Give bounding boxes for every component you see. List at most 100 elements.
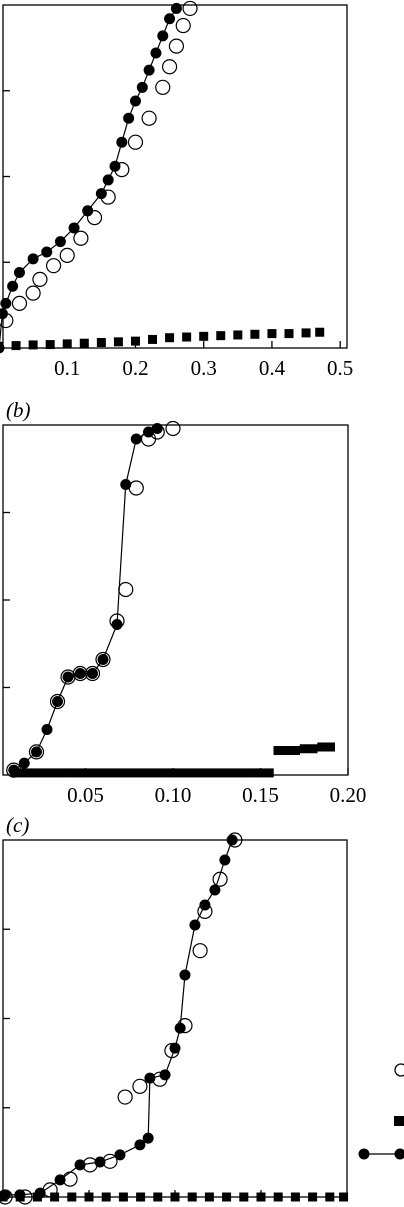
square-marker: [256, 1192, 266, 1202]
filled-marker: [14, 1189, 26, 1201]
filled-marker: [54, 1174, 66, 1186]
open-marker: [95, 651, 111, 668]
filled-marker: [144, 1072, 156, 1084]
square-marker: [72, 768, 82, 778]
open-marker: [168, 38, 185, 54]
x-tick-label: 0.5: [327, 356, 353, 380]
plot-frame: [2, 4, 348, 349]
filled-marker: [41, 246, 53, 258]
legend-square-marker: [394, 1116, 404, 1126]
open-marker: [28, 744, 45, 760]
filled-marker: [18, 757, 30, 769]
open-marker: [175, 17, 191, 34]
filled-marker: [169, 1042, 181, 1054]
filled-marker: [0, 308, 8, 320]
square-marker: [199, 331, 209, 341]
square-marker: [186, 768, 195, 778]
filled-marker: [116, 136, 128, 148]
filled-marker: [87, 668, 98, 679]
square-marker: [118, 1192, 128, 1202]
open-marker: [182, 0, 198, 17]
square-marker: [222, 1192, 232, 1202]
square-marker: [11, 341, 21, 351]
square-marker: [273, 746, 283, 755]
open-marker: [73, 230, 89, 246]
square-marker: [282, 746, 292, 755]
filled-marker: [31, 746, 42, 758]
square-marker: [239, 1192, 249, 1202]
square-marker: [101, 1192, 111, 1202]
open-marker: [11, 295, 28, 312]
open-marker: [127, 134, 144, 150]
square-marker: [79, 338, 89, 348]
square-marker: [325, 1192, 335, 1202]
filled-marker: [34, 1187, 46, 1199]
filled-marker: [129, 95, 141, 107]
square-marker: [67, 1192, 77, 1202]
square-marker: [317, 742, 327, 752]
filled-marker: [151, 423, 163, 434]
filled-marker: [52, 696, 63, 707]
open-marker: [155, 79, 171, 95]
square-marker: [62, 339, 72, 349]
square-marker: [46, 768, 55, 778]
open-marker: [117, 1089, 133, 1105]
square-marker: [107, 768, 117, 778]
filled-marker: [95, 188, 107, 200]
square-marker: [45, 340, 55, 350]
square-marker: [116, 768, 125, 778]
open-marker: [86, 210, 103, 226]
square-marker: [264, 768, 274, 778]
open-marker: [49, 693, 66, 710]
filled-marker: [134, 1139, 146, 1151]
filled-marker: [157, 30, 169, 42]
square-marker: [84, 1192, 94, 1202]
filled-marker: [170, 2, 182, 14]
open-marker: [128, 480, 144, 496]
square-marker: [339, 1192, 349, 1202]
square-marker: [284, 329, 294, 339]
square-marker: [187, 1192, 197, 1202]
square-marker: [221, 768, 230, 778]
square-marker: [89, 768, 99, 778]
square-marker: [136, 1192, 146, 1202]
legend-open-marker: [394, 1063, 404, 1077]
open-marker: [165, 420, 181, 437]
open-marker: [25, 285, 41, 301]
open-marker: [45, 258, 62, 274]
square-marker: [229, 768, 239, 778]
filled-marker: [68, 222, 80, 234]
square-marker: [28, 340, 38, 350]
filled-marker: [74, 668, 86, 679]
square-marker: [308, 744, 318, 754]
filled-marker: [136, 81, 148, 93]
square-marker: [153, 1192, 163, 1202]
filled-marker: [209, 884, 221, 896]
open-marker: [161, 59, 178, 75]
square-marker: [133, 768, 143, 778]
filled-marker: [150, 47, 162, 59]
square-marker: [267, 329, 277, 339]
open-marker: [192, 943, 208, 959]
filled-marker: [94, 1156, 106, 1168]
square-marker: [203, 768, 213, 778]
square-marker: [28, 768, 38, 778]
square-marker: [273, 1192, 283, 1202]
filled-marker: [82, 205, 94, 217]
plot-frame: [2, 424, 349, 776]
filled-marker: [120, 479, 132, 490]
square-marker: [142, 768, 152, 778]
square-marker: [170, 1192, 180, 1202]
filled-marker: [41, 724, 53, 735]
open-marker: [60, 669, 76, 685]
x-tick-label: 0.2: [122, 356, 148, 380]
square-marker: [216, 331, 226, 341]
series-line: [0, 8, 177, 345]
filled-marker: [219, 854, 231, 866]
square-marker: [96, 338, 106, 348]
filled-marker: [199, 899, 211, 911]
square-marker: [81, 768, 90, 778]
legend-fragment: [358, 1063, 404, 1160]
